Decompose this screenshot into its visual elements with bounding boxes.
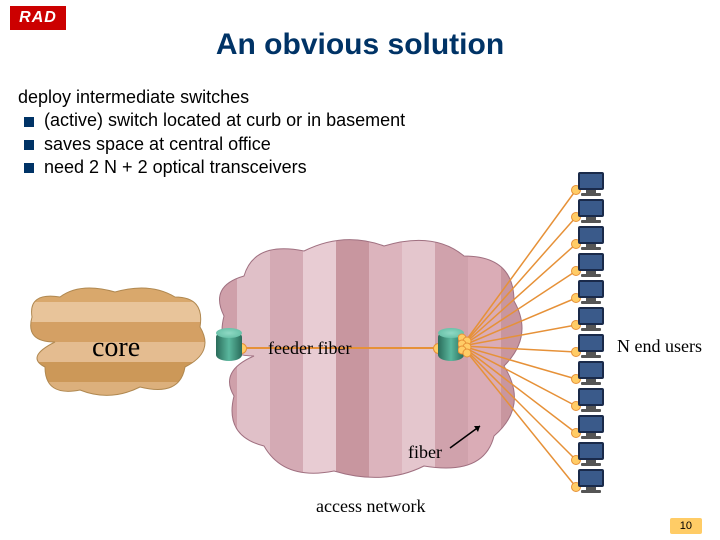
bullet-icon [24, 140, 34, 150]
terminal [576, 307, 606, 333]
slide-title: An obvious solution [0, 28, 720, 62]
switch-2 [438, 328, 464, 364]
feeder-fiber-label: feeder fiber [268, 338, 351, 359]
terminal [576, 388, 606, 414]
terminal [576, 226, 606, 252]
terminal [576, 253, 606, 279]
bullet-icon [24, 117, 34, 127]
terminal [576, 334, 606, 360]
terminals-stack [576, 172, 606, 496]
terminal [576, 415, 606, 441]
switch-1 [216, 328, 242, 364]
end-users-label: N end users [617, 336, 702, 357]
intro-line: deploy intermediate switches [18, 86, 405, 109]
terminal [576, 361, 606, 387]
bullet-2: saves space at central office [18, 133, 405, 156]
terminal [576, 172, 606, 198]
terminal [576, 280, 606, 306]
page-number: 10 [670, 518, 702, 534]
bullet-1: (active) switch located at curb or in ba… [18, 109, 405, 132]
terminal [576, 199, 606, 225]
access-network-label: access network [316, 496, 425, 517]
fiber-label: fiber [408, 442, 442, 463]
bullet-3: need 2 N + 2 optical transceivers [18, 156, 405, 179]
bullet-icon [24, 163, 34, 173]
logo: RAD [10, 6, 66, 30]
fiber-arrow [448, 420, 488, 450]
body-text: deploy intermediate switches (active) sw… [18, 86, 405, 180]
terminal [576, 469, 606, 495]
core-label: core [92, 332, 140, 364]
terminal [576, 442, 606, 468]
